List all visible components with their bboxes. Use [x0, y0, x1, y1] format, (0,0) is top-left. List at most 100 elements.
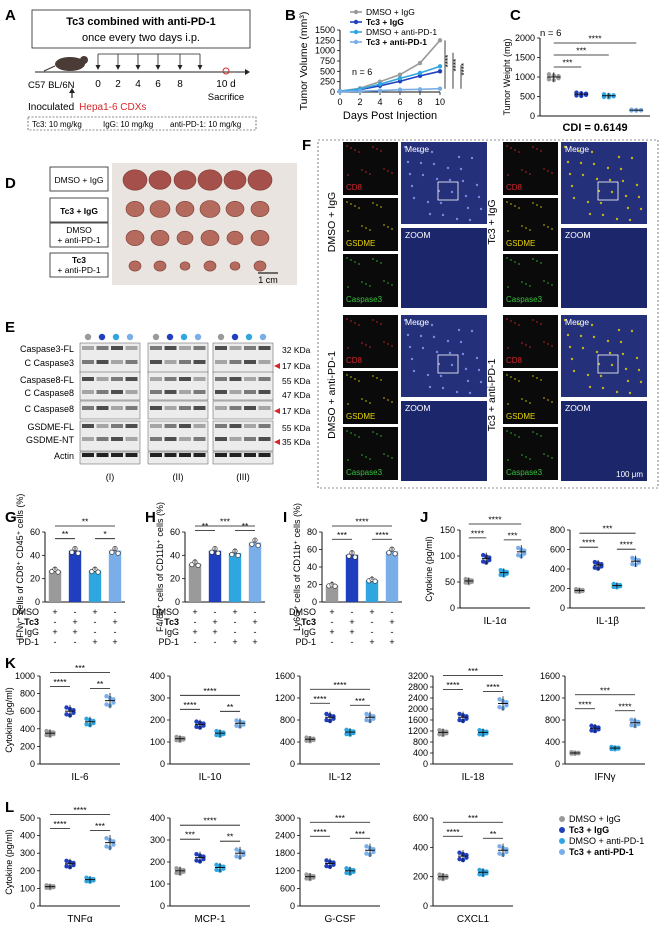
legend-label: Tc3 + IgG [366, 17, 404, 27]
signal [369, 402, 371, 404]
blot-band [82, 390, 94, 394]
tumor [200, 230, 220, 246]
panel-d-scale: 1 cm [258, 275, 278, 285]
panel-a-day-markers: 0 2 4 6 8 10 d [95, 54, 236, 90]
signal [369, 346, 371, 348]
inoculated-label: Inoculated [28, 102, 74, 113]
blot-band [82, 360, 94, 364]
blot-band [150, 360, 162, 364]
significance-label: ** [242, 521, 249, 531]
x-tick-label: 6 [397, 97, 402, 107]
y-tick-label: 600 [280, 883, 295, 893]
y-tick-label: 100 [150, 737, 165, 747]
signal [358, 380, 360, 382]
data-point [214, 867, 219, 873]
signal [346, 145, 348, 147]
signal [391, 284, 393, 286]
merge-image [561, 315, 647, 397]
signal [529, 229, 531, 231]
blot-band [82, 406, 94, 410]
significance-label: *** [220, 517, 231, 527]
y-tick-label: 20 [170, 574, 180, 584]
signal [477, 368, 481, 372]
blot-band [244, 437, 256, 441]
data-point [386, 550, 392, 556]
day-arrow [197, 65, 203, 70]
x-tick-label: 4 [377, 97, 382, 107]
data-point [189, 562, 195, 568]
blot-band [193, 360, 206, 364]
data-point [630, 555, 635, 561]
blot-band [125, 390, 138, 394]
data-point [352, 554, 358, 560]
signal [563, 145, 567, 149]
y-tick-label: 0 [290, 901, 295, 911]
signal [547, 282, 549, 284]
blot-band [96, 346, 109, 350]
significance-label: **** [588, 34, 602, 44]
y-tick-label: 200 [150, 715, 165, 725]
blot-band [258, 437, 271, 441]
tumor [229, 261, 241, 271]
data-point [324, 711, 329, 717]
signal [619, 167, 623, 171]
significance-label: ** [82, 517, 89, 527]
signal [421, 346, 425, 350]
y-tick-label: 250 [320, 77, 335, 87]
blot-band [125, 437, 138, 441]
data-point [324, 858, 329, 863]
y-tick-label: 0 [35, 597, 40, 607]
y-axis-label: F4/80⁺ cells of CD11b⁺ cells (%) [155, 502, 165, 632]
panel-letter-d: D [5, 175, 16, 192]
data-point [592, 559, 598, 565]
y-tick-label: 200 [550, 584, 565, 594]
tumor [125, 230, 145, 246]
merge-image [401, 315, 487, 397]
data-point [437, 732, 442, 737]
data-point [235, 552, 241, 559]
signal [455, 390, 459, 394]
blot-band [164, 360, 177, 364]
blot-strip [212, 371, 274, 401]
blot-band [111, 377, 123, 381]
blot-band [215, 390, 227, 394]
tumor [225, 201, 245, 217]
matrix-sign: - [371, 617, 374, 627]
data-point [214, 728, 219, 734]
series-point [337, 89, 343, 94]
signal [461, 179, 465, 183]
data-point [344, 727, 349, 733]
x-axis-label: Days Post Injection [343, 110, 437, 122]
x-axis-label: CXCL1 [457, 914, 490, 925]
channel-label: CD8 [346, 356, 363, 365]
blot-band [96, 453, 109, 457]
matrix-sign: - [371, 627, 374, 637]
blot-band [164, 390, 177, 394]
data-point [201, 721, 206, 726]
legend-label: DMSO + IgG [569, 814, 621, 824]
x-axis-label: IL-10 [199, 772, 222, 783]
molecular-weight: 55 KDa [282, 376, 311, 386]
legend-marker [559, 838, 565, 844]
y-tick-label: 50 [445, 577, 455, 587]
signal [630, 156, 634, 160]
data-point [44, 728, 49, 734]
panel-a-title: Tc3 combined with anti-PD-1 [66, 16, 216, 28]
legend-label: DMSO + anti-PD-1 [366, 27, 437, 37]
series-point [377, 88, 383, 93]
data-point [84, 722, 89, 727]
y-tick-label: 20 [30, 574, 40, 584]
signal [547, 455, 549, 457]
mouse-strain-label: C57 BL/6N [28, 80, 75, 91]
signal [461, 352, 465, 356]
dose-igg: IgG: 10 mg/kg [103, 120, 153, 129]
matrix-sign: + [52, 607, 57, 617]
data-point [194, 852, 199, 857]
blot-id: (III) [236, 472, 250, 482]
y-tick-label: 0 [330, 87, 335, 97]
